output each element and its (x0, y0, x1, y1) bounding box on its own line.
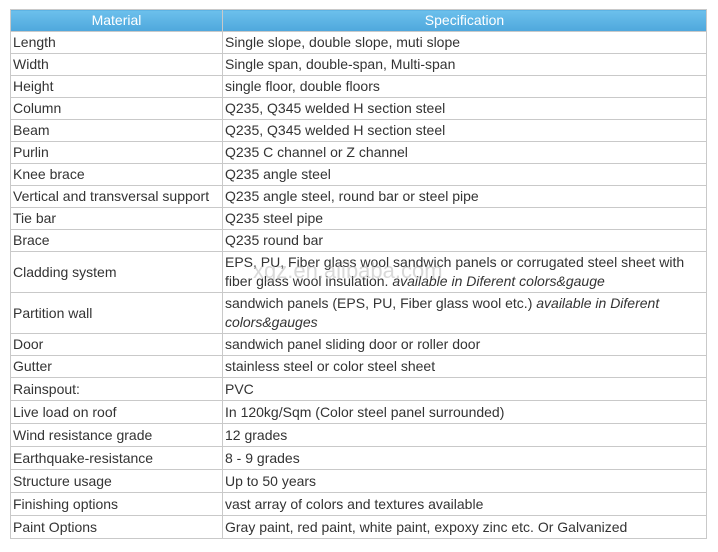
table-row: Gutter stainless steel or color steel she… (10, 355, 707, 378)
spec-text: Q235, Q345 welded H section steel (225, 122, 446, 138)
spec-cell: Q235 steel pipe (222, 207, 707, 230)
table-row: Beam Q235, Q345 welded H section steel (10, 119, 707, 142)
spec-text: 12 grades (225, 426, 288, 443)
material-cell: Paint Options (10, 515, 223, 539)
table-body: Length Single slope, double slope, muti s… (10, 31, 707, 539)
spec-text: Q235 steel pipe (225, 210, 324, 226)
table-row: Tie bar Q235 steel pipe (10, 207, 707, 230)
spec-text: In 120kg/Sqm (Color steel panel surround… (225, 403, 505, 420)
spec-cell: 8 - 9 grades (222, 446, 707, 470)
spec-cell: stainless steel or color steel sheet (222, 355, 707, 378)
spec-cell: Q235, Q345 welded H section steel (222, 119, 707, 142)
material-cell: Rainspout: (10, 377, 223, 401)
material-cell: Earthquake-resistance (10, 446, 223, 470)
table-row: Live load on roof In 120kg/Sqm (Color ste… (10, 400, 707, 424)
spec-text: 8 - 9 grades (225, 449, 300, 466)
spec-cell: Single span, double-span, Multi-span (222, 53, 707, 76)
spec-text: sandwich panel sliding door or roller do… (225, 336, 481, 352)
material-cell: Door (10, 333, 223, 356)
spec-cell: Gray paint, red paint, white paint, expo… (222, 515, 707, 539)
material-cell: Vertical and transversal support (10, 185, 223, 208)
table-row: Wind resistance grade 12 grades (10, 423, 707, 447)
material-cell: Gutter (10, 355, 223, 378)
table-row: Purlin Q235 C channel or Z channel (10, 141, 707, 164)
material-cell: Column (10, 97, 223, 120)
spec-note: available in Diferent colors&gauge (392, 273, 605, 289)
header-row: Material Specification (10, 9, 707, 32)
spec-text: Q235 round bar (225, 232, 324, 248)
spec-cell: single floor, double floors (222, 75, 707, 98)
table-row: Door sandwich panel sliding door or rolle… (10, 333, 707, 356)
spec-cell: Q235 round bar (222, 229, 707, 252)
spec-cell: 12 grades (222, 423, 707, 447)
material-cell: Brace (10, 229, 223, 252)
spec-text: single floor, double floors (225, 78, 380, 94)
spec-text: stainless steel or color steel sheet (225, 358, 436, 374)
material-cell: Height (10, 75, 223, 98)
table-row: Structure usage Up to 50 years (10, 469, 707, 493)
material-cell: Live load on roof (10, 400, 223, 424)
table-row: Length Single slope, double slope, muti s… (10, 31, 707, 54)
spec-cell: Q235 angle steel (222, 163, 707, 186)
spec-table: Material Specification Length Single slop… (10, 9, 707, 539)
spec-text: Q235, Q345 welded H section steel (225, 100, 446, 116)
spec-cell: In 120kg/Sqm (Color steel panel surround… (222, 400, 707, 424)
table-row: Column Q235, Q345 welded H section steel (10, 97, 707, 120)
spec-cell: sandwich panels (EPS, PU, Fiber glass wo… (222, 292, 707, 334)
material-cell: Beam (10, 119, 223, 142)
header-cell: Material (10, 9, 223, 32)
spec-cell: Up to 50 years (222, 469, 707, 493)
table-row: Brace Q235 round bar (10, 229, 707, 252)
spec-text: Up to 50 years (225, 472, 317, 489)
table-row: Knee brace Q235 angle steel (10, 163, 707, 186)
spec-cell: sandwich panel sliding door or roller do… (222, 333, 707, 356)
spec-cell: Q235, Q345 welded H section steel (222, 97, 707, 120)
material-cell: Wind resistance grade (10, 423, 223, 447)
table-row: Cladding system EPS, PU, Fiber glass wool… (10, 251, 707, 293)
spec-text: Q235 angle steel (225, 166, 331, 182)
table-row: Finishing options vast array of colors an… (10, 492, 707, 516)
spec-cell: EPS, PU, Fiber glass wool sandwich panel… (222, 251, 707, 293)
table-row: Rainspout: PVC (10, 377, 707, 401)
spec-text: EPS, PU, Fiber glass wool sandwich panel… (225, 254, 685, 289)
spec-text: Q235 C channel or Z channel (225, 144, 408, 160)
spec-cell: Q235 angle steel, round bar or steel pip… (222, 185, 707, 208)
spec-note: available in Diferent colors&gauges (225, 295, 660, 330)
spec-cell: vast array of colors and textures availa… (222, 492, 707, 516)
spec-text: Single slope, double slope, muti slope (225, 34, 461, 50)
table-row: Paint Options Gray paint, red paint, whit… (10, 515, 707, 539)
material-cell: Width (10, 53, 223, 76)
header-cell: Specification (222, 9, 707, 32)
spec-text: Single span, double-span, Multi-span (225, 56, 456, 72)
spec-cell: Q235 C channel or Z channel (222, 141, 707, 164)
material-cell: Finishing options (10, 492, 223, 516)
material-cell: Length (10, 31, 223, 54)
spec-text: Gray paint, red paint, white paint, expo… (225, 518, 628, 535)
spec-text: PVC (225, 380, 254, 397)
table-row: Width Single span, double-span, Multi-spa… (10, 53, 707, 76)
spec-cell: PVC (222, 377, 707, 401)
table-row: Vertical and transversal support Q235 ang… (10, 185, 707, 208)
material-cell: Knee brace (10, 163, 223, 186)
material-cell: Purlin (10, 141, 223, 164)
table-row: Partition wall sandwich panels (EPS, PU, … (10, 292, 707, 334)
material-cell: Partition wall (10, 292, 223, 334)
spec-text: Q235 angle steel, round bar or steel pip… (225, 188, 479, 204)
spec-cell: Single slope, double slope, muti slope (222, 31, 707, 54)
material-cell: Tie bar (10, 207, 223, 230)
table-row: Earthquake-resistance 8 - 9 grades (10, 446, 707, 470)
table-row: Height single floor, double floors (10, 75, 707, 98)
material-cell: Cladding system (10, 251, 223, 293)
spec-text: sandwich panels (EPS, PU, Fiber glass wo… (225, 295, 533, 311)
spec-text: vast array of colors and textures availa… (225, 495, 484, 512)
material-cell: Structure usage (10, 469, 223, 493)
